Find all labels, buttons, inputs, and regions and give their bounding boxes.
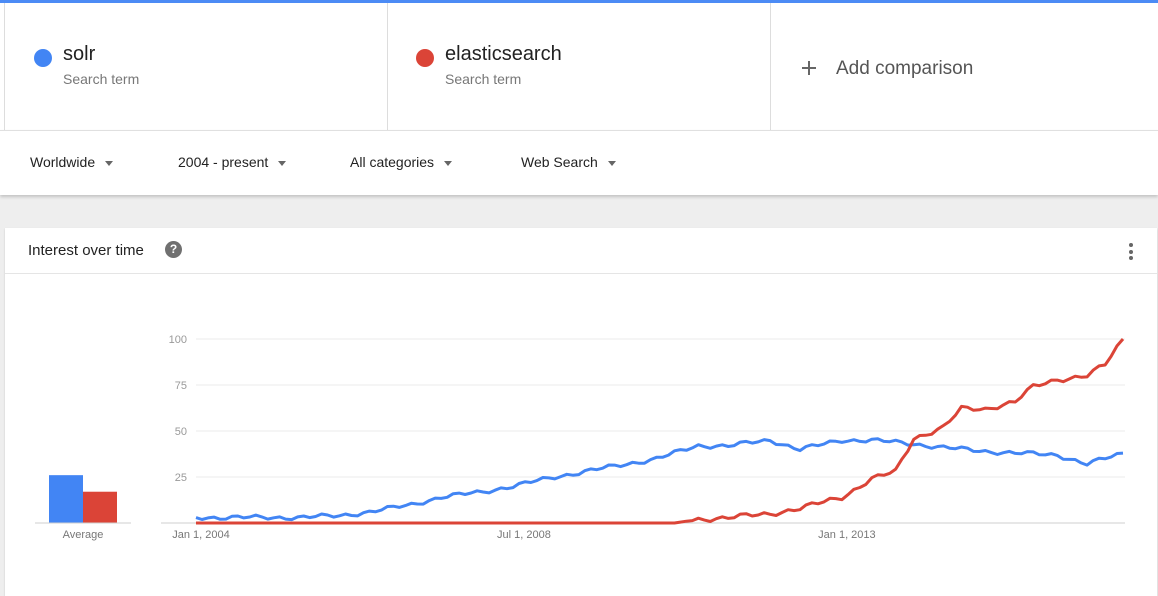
y-tick-label: 25	[175, 472, 187, 484]
category-label: All categories	[350, 154, 435, 170]
series-line-solr	[195, 437, 1124, 522]
average-bars: Average	[35, 475, 131, 541]
interest-over-time-card: Interest over time ? Average 25 50 75 100 J…	[5, 228, 1157, 596]
term-subtitle: Search term	[445, 71, 522, 87]
average-bar-solr	[49, 475, 83, 523]
add-comparison-button[interactable]: Add comparison	[771, 3, 1158, 130]
card-header: Interest over time ?	[5, 228, 1157, 274]
term-name: solr	[63, 43, 96, 65]
y-tick-label: 75	[175, 380, 187, 392]
average-bar-elasticsearch	[83, 491, 117, 523]
x-tick-label: Jul 1, 2008	[497, 529, 551, 541]
solr-color-dot	[34, 49, 52, 67]
chevron-down-icon	[278, 160, 287, 166]
x-axis-ticks: Jan 1, 2004 Jul 1, 2008 Jan 1, 2013	[172, 529, 875, 541]
term-name: elasticsearch	[445, 43, 562, 65]
category-dropdown[interactable]: All categories	[350, 154, 453, 170]
term-solr[interactable]: solr Search term	[4, 3, 388, 130]
term-elasticsearch[interactable]: elasticsearch Search term	[388, 3, 771, 130]
question-circle-icon[interactable]: ?	[165, 241, 182, 258]
elasticsearch-color-dot	[416, 49, 434, 67]
region-dropdown[interactable]: Worldwide	[30, 154, 114, 170]
card-title: Interest over time	[28, 242, 144, 259]
chart-area: Average 25 50 75 100 Jan 1, 2004 Jul 1, 2008…	[35, 334, 1125, 541]
y-tick-label: 50	[175, 426, 187, 438]
time-range-label: 2004 - present	[178, 154, 269, 170]
more-vert-icon[interactable]	[1129, 243, 1133, 260]
y-tick-label: 100	[169, 334, 187, 346]
series-line-elasticsearch	[196, 338, 1125, 525]
x-tick-label: Jan 1, 2013	[818, 529, 876, 541]
chevron-down-icon	[607, 160, 616, 166]
plus-icon	[802, 61, 816, 75]
region-label: Worldwide	[30, 154, 96, 170]
time-range-dropdown[interactable]: 2004 - present	[178, 154, 287, 170]
x-tick-label: Jan 1, 2004	[172, 529, 230, 541]
search-type-dropdown[interactable]: Web Search	[521, 154, 616, 170]
chevron-down-icon	[105, 160, 114, 166]
term-subtitle: Search term	[63, 71, 140, 87]
add-comparison-label: Add comparison	[836, 58, 974, 79]
chevron-down-icon	[444, 160, 453, 166]
search-type-label: Web Search	[521, 154, 598, 170]
chart-grid: 25 50 75 100	[161, 334, 1125, 524]
average-label: Average	[63, 529, 104, 541]
comparison-bar: solr Search term elasticsearch Search te…	[0, 0, 1158, 130]
filter-bar: Worldwide 2004 - present All categories …	[0, 130, 1158, 195]
chart-series	[195, 338, 1125, 525]
